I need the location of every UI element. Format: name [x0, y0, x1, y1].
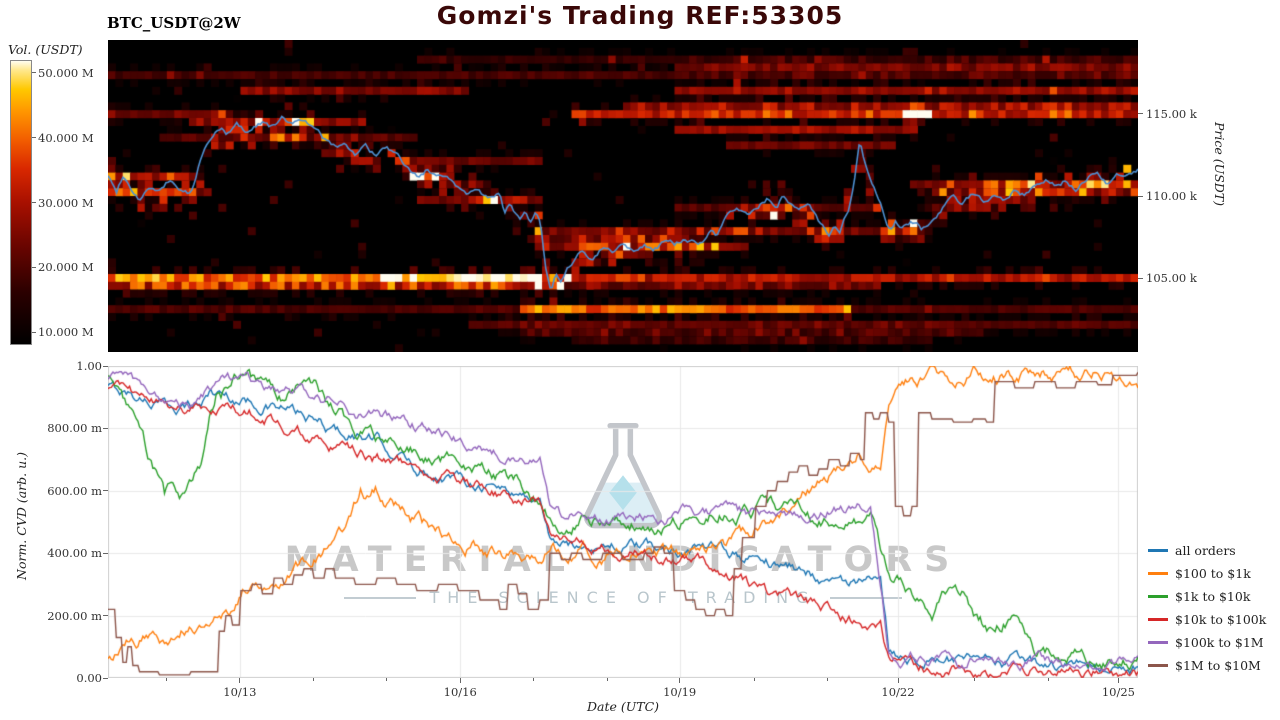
legend-label: $100 to $1k: [1175, 566, 1251, 581]
price-tick-mark: [1138, 277, 1143, 279]
colorbar-tick-mark: [32, 72, 36, 74]
cvd-tick-label: 800.00 m: [47, 421, 102, 436]
cvd-axis-title: Norm. CVD (arb. u.): [14, 452, 29, 580]
cvd-tick-label: 0.00: [76, 671, 102, 685]
legend-swatch: [1148, 595, 1168, 598]
date-minor-tick-mark: [1047, 678, 1049, 681]
cvd-canvas[interactable]: [108, 366, 1138, 678]
cvd-tick-mark: [103, 365, 108, 367]
heatmap-canvas[interactable]: [108, 40, 1138, 352]
date-minor-tick-mark: [753, 678, 755, 681]
date-minor-tick-mark: [165, 678, 167, 681]
colorbar-tick-label: 50.000 M: [38, 65, 94, 80]
legend-swatch: [1148, 572, 1168, 575]
date-tick-mark: [459, 678, 461, 683]
cvd-tick-mark: [103, 677, 108, 679]
colorbar-tick-label: 20.000 M: [38, 260, 94, 275]
date-minor-tick-mark: [533, 678, 535, 681]
price-tick-label: 105.00 k: [1146, 271, 1197, 286]
colorbar-tick-mark: [32, 266, 36, 268]
colorbar-tick-mark: [32, 202, 36, 203]
date-axis-title: Date (UTC): [586, 699, 660, 714]
date-minor-tick-mark: [312, 678, 314, 681]
cvd-tick-mark: [103, 552, 108, 554]
date-tick-mark: [239, 678, 241, 683]
cvd-tick-label: 400.00 m: [47, 546, 102, 561]
date-tick-label: 10/22: [881, 685, 915, 699]
cvd-tick-mark: [103, 490, 108, 492]
colorbar-tick-label: 40.000 M: [38, 130, 94, 145]
date-minor-tick-mark: [386, 678, 388, 681]
legend-swatch: [1148, 641, 1168, 644]
page-title: Gomzi's Trading REF:53305: [436, 1, 844, 30]
legend-item[interactable]: $100k to $1M: [1148, 635, 1266, 650]
date-tick-mark: [679, 678, 681, 683]
date-tick-label: 10/25: [1101, 685, 1135, 699]
cvd-tick-label: 1.00: [76, 359, 102, 373]
legend-label: $1M to $10M: [1175, 658, 1261, 673]
legend-item[interactable]: $1M to $10M: [1148, 658, 1266, 673]
colorbar-tick-label: 30.000 M: [38, 195, 94, 210]
date-tick-label: 10/16: [443, 685, 477, 699]
price-tick-mark: [1138, 195, 1143, 197]
date-tick-mark: [897, 678, 899, 683]
date-tick-label: 10/19: [663, 685, 697, 699]
legend-item[interactable]: all orders: [1148, 543, 1266, 558]
colorbar-tick-label: 10.000 M: [38, 325, 94, 340]
date-minor-tick-mark: [974, 678, 976, 681]
legend: all orders $100 to $1k $1k to $10k $10k to …: [1148, 543, 1266, 681]
legend-label: $100k to $1M: [1175, 635, 1264, 650]
date-tick-mark: [1117, 678, 1119, 683]
date-minor-tick-mark: [827, 678, 829, 681]
volume-colorbar: [10, 60, 32, 345]
legend-label: $10k to $100k: [1175, 612, 1267, 627]
cvd-tick-mark: [103, 427, 108, 429]
price-tick-label: 110.00 k: [1146, 189, 1197, 203]
legend-item[interactable]: $10k to $100k: [1148, 612, 1266, 627]
legend-item[interactable]: $1k to $10k: [1148, 589, 1266, 604]
legend-label: $1k to $10k: [1175, 589, 1251, 604]
colorbar-tick-mark: [32, 331, 36, 333]
colorbar-title: Vol. (USDT): [8, 42, 83, 57]
cvd-tick-label: 600.00 m: [47, 483, 102, 498]
legend-label: all orders: [1175, 543, 1236, 558]
legend-swatch: [1148, 664, 1168, 667]
symbol-label: BTC_USDT@2W: [107, 14, 241, 32]
date-tick-label: 10/13: [223, 685, 257, 699]
price-tick-label: 115.00 k: [1146, 106, 1197, 121]
date-minor-tick-mark: [606, 678, 608, 681]
price-tick-mark: [1138, 113, 1143, 115]
cvd-tick-mark: [103, 615, 108, 617]
colorbar-tick-mark: [32, 137, 36, 139]
price-axis-title: Price (USDT): [1212, 122, 1227, 206]
legend-swatch: [1148, 549, 1168, 552]
legend-item[interactable]: $100 to $1k: [1148, 566, 1266, 581]
cvd-tick-label: 200.00 m: [47, 608, 102, 623]
legend-swatch: [1148, 618, 1168, 621]
